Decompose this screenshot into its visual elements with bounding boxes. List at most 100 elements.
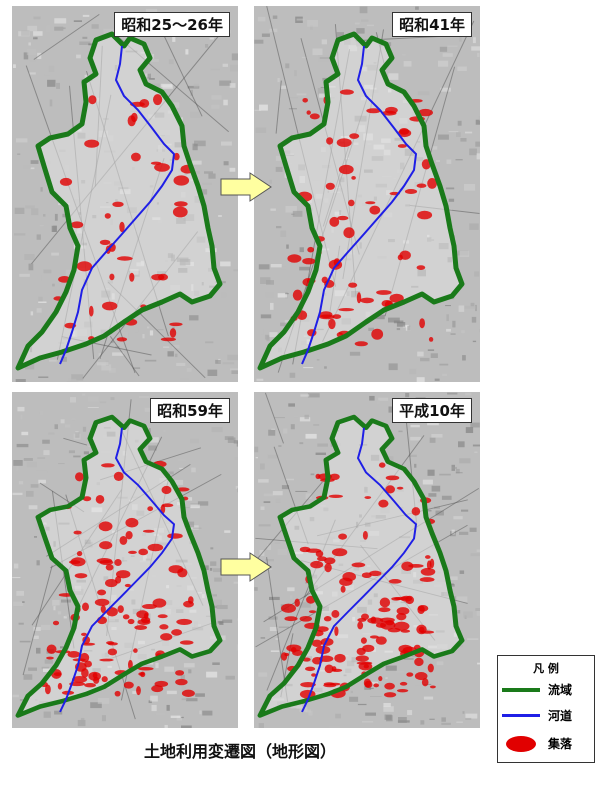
settlement-mark <box>425 555 431 559</box>
settlement-mark <box>45 684 51 695</box>
settlement-mark <box>323 683 337 688</box>
settlement-mark <box>142 604 157 610</box>
settlement-mark <box>154 163 170 172</box>
settlement-mark <box>305 666 316 672</box>
settlement-mark <box>420 567 436 576</box>
settlement-mark <box>369 570 382 577</box>
settlement-mark <box>99 658 114 662</box>
settlement-mark <box>414 657 424 667</box>
settlement-mark <box>411 507 421 516</box>
settlement-mark <box>324 664 334 674</box>
settlement-mark <box>81 632 87 636</box>
settlement-mark <box>333 258 341 267</box>
settlement-mark <box>95 494 105 504</box>
settlement-mark <box>357 621 364 630</box>
settlement-mark <box>385 475 400 481</box>
settlement-mark <box>357 617 367 622</box>
settlement-mark <box>373 683 379 688</box>
settlement-mark <box>302 258 316 265</box>
settlement-mark <box>348 282 358 288</box>
settlement-mark <box>70 221 84 229</box>
settlement-mark <box>125 530 133 540</box>
settlement-mark <box>329 216 340 227</box>
settlement-mark <box>418 108 433 117</box>
settlement-mark <box>177 568 188 578</box>
settlement-mark <box>129 272 135 282</box>
settlement-mark <box>396 612 407 621</box>
era-label-1: 昭和25〜26年 <box>114 12 230 37</box>
settlement-mark <box>131 112 138 123</box>
settlement-mark <box>133 648 138 653</box>
settlement-mark <box>354 341 368 347</box>
settlement-mark <box>134 625 148 630</box>
river-channel <box>59 427 176 713</box>
settlement-mark <box>69 560 81 565</box>
settlement-mark <box>365 201 376 205</box>
settlement-mark <box>124 583 131 588</box>
settlement-mark <box>102 301 118 311</box>
map-panel-4-svg <box>254 392 480 728</box>
settlement-mark <box>179 640 194 645</box>
settlement-mark <box>59 177 73 186</box>
settlement-mark <box>116 570 131 579</box>
settlement-mark <box>379 597 391 608</box>
settlement-mark <box>362 530 368 540</box>
settlement-mark <box>311 673 317 677</box>
settlement-mark <box>428 337 434 342</box>
settlement-mark <box>138 667 154 671</box>
settlement-mark <box>316 626 329 632</box>
settlement-mark <box>324 563 332 573</box>
map-panel-4: 平成10年 <box>254 392 480 728</box>
river-line-icon <box>502 714 540 717</box>
settlement-mark <box>419 318 425 329</box>
map-panel-3-svg <box>12 392 238 728</box>
settlement-mark <box>427 178 437 189</box>
settlement-mark <box>88 671 101 681</box>
settlement-mark <box>137 619 151 625</box>
settlement-mark <box>119 535 128 545</box>
settlement-mark <box>306 110 311 115</box>
settlement-mark <box>397 254 403 261</box>
settlement-mark <box>294 598 300 607</box>
settlement-mark <box>340 585 346 593</box>
settlement-mark <box>378 675 383 682</box>
settlement-mark <box>131 152 141 162</box>
settlement-mark <box>52 620 60 626</box>
settlement-mark <box>360 297 374 304</box>
settlement-mark <box>169 328 177 338</box>
settlement-mark <box>371 328 384 340</box>
settlement-mark <box>336 138 352 148</box>
settlement-mark <box>331 548 348 557</box>
settlement-mark <box>181 689 195 697</box>
map-panel-1-svg <box>12 6 238 382</box>
settlement-mark <box>416 183 427 188</box>
settlement-mark <box>138 672 145 676</box>
settlement-mark <box>348 199 355 207</box>
settlement-mark <box>160 337 176 342</box>
settlement-mark <box>94 598 110 607</box>
settlement-mark <box>366 108 381 114</box>
settlement-mark <box>396 607 410 615</box>
settlement-mark <box>302 98 308 103</box>
legend-item-watershed: 流域 <box>502 680 592 698</box>
settlement-mark <box>76 261 93 272</box>
settlement-mark <box>76 550 83 557</box>
settlement-mark <box>399 681 408 686</box>
settlement-mark <box>343 227 355 239</box>
settlement-mark <box>331 666 337 672</box>
settlement-mark <box>351 562 366 568</box>
settlement-mark <box>400 629 411 633</box>
settlement-mark <box>338 533 347 540</box>
settlement-mark <box>421 678 429 687</box>
settlement-mark <box>123 681 134 689</box>
settlement-mark <box>396 486 404 490</box>
river-channel <box>301 427 418 713</box>
settlement-mark <box>384 682 395 690</box>
settlement-mark <box>308 610 317 614</box>
settlement-mark <box>79 652 90 663</box>
settlement-mark <box>101 676 108 683</box>
settlement-mark <box>378 607 391 613</box>
settlement-mark <box>136 686 141 696</box>
settlement-mark <box>358 662 373 671</box>
settlement-mark <box>113 471 124 482</box>
